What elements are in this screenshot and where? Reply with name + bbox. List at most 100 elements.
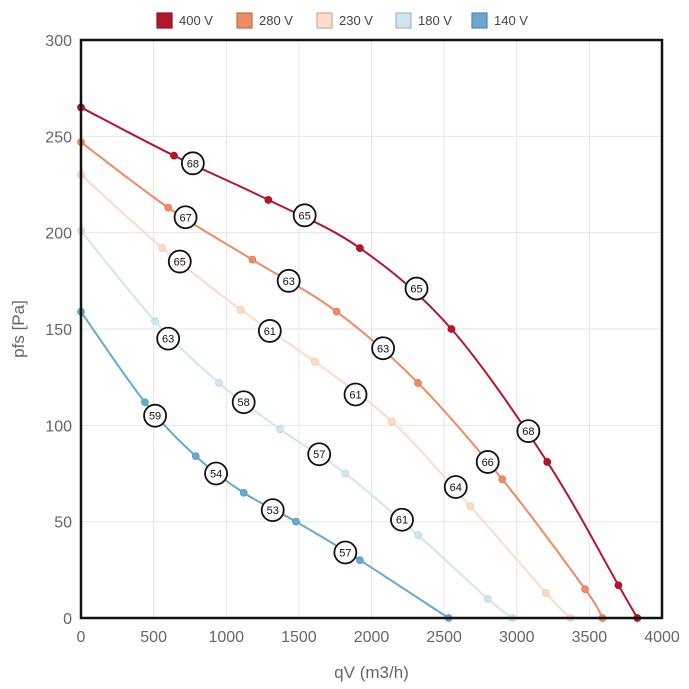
data-point[interactable] — [158, 244, 167, 252]
legend-item[interactable]: 280 V — [236, 12, 293, 29]
legend-label: 400 V — [179, 13, 213, 28]
data-point[interactable] — [170, 151, 178, 160]
bubble-circle — [167, 249, 192, 274]
bubble-circle — [173, 205, 198, 230]
data-point[interactable] — [292, 517, 300, 526]
noise-level-value: 63 — [377, 343, 389, 355]
data-point[interactable] — [355, 556, 364, 565]
bubble-circle — [390, 507, 414, 532]
noise-level-value: 65 — [174, 257, 186, 269]
y-tick-label: 0 — [63, 611, 72, 628]
noise-level-bubble: 63 — [371, 336, 396, 361]
noise-level-value: 63 — [162, 334, 174, 346]
x-tick-label: 3000 — [499, 629, 535, 646]
x-tick-label: 2500 — [426, 629, 462, 646]
bubble-circle — [204, 461, 228, 486]
bubble-circle — [307, 442, 332, 467]
data-point[interactable] — [483, 594, 492, 603]
legend-item[interactable]: 230 V — [316, 12, 373, 29]
noise-level-bubble: 65 — [167, 249, 192, 274]
noise-level-value: 63 — [283, 276, 295, 288]
bubble-circle — [516, 419, 541, 444]
legend-label: 180 V — [418, 13, 452, 28]
noise-level-bubble: 58 — [231, 390, 256, 415]
data-point[interactable] — [414, 379, 422, 387]
noise-level-value: 65 — [410, 284, 422, 296]
noise-level-value: 59 — [149, 411, 161, 423]
noise-level-bubble: 61 — [343, 382, 368, 407]
data-point[interactable] — [543, 458, 552, 466]
data-point[interactable] — [466, 502, 475, 511]
noise-level-bubble: 65 — [404, 276, 429, 301]
noise-level-value: 54 — [210, 469, 222, 481]
data-point[interactable] — [581, 585, 589, 593]
bubble-circle — [343, 382, 368, 407]
legend-swatch — [471, 12, 488, 29]
noise-level-value: 61 — [349, 390, 361, 402]
noise-level-value: 57 — [339, 547, 351, 559]
noise-level-bubble: 57 — [333, 540, 358, 565]
bubble-circle — [231, 390, 256, 415]
data-point[interactable] — [614, 581, 623, 590]
noise-level-value: 68 — [522, 426, 534, 438]
data-point[interactable] — [236, 305, 245, 314]
noise-level-value: 58 — [238, 397, 250, 409]
noise-level-bubble: 68 — [180, 151, 205, 176]
bubble-circle — [333, 540, 358, 565]
noise-level-bubble: 64 — [443, 475, 468, 499]
y-axis-title: pfs [Pa] — [9, 300, 28, 358]
bubble-circle — [371, 336, 396, 361]
data-point[interactable] — [414, 531, 422, 540]
data-point[interactable] — [164, 203, 173, 212]
noise-level-value: 53 — [267, 505, 279, 517]
data-point[interactable] — [151, 317, 159, 326]
legend-swatch — [395, 12, 412, 29]
data-points — [77, 103, 642, 622]
noise-level-value: 61 — [264, 326, 276, 338]
y-tick-label: 200 — [45, 226, 72, 243]
noise-level-value: 68 — [187, 158, 199, 170]
series-layer — [80, 106, 639, 619]
x-axis-title: qV (m3/h) — [334, 663, 409, 682]
data-point[interactable] — [141, 398, 149, 407]
noise-level-bubble: 65 — [292, 203, 317, 228]
data-point[interactable] — [239, 488, 248, 497]
legend[interactable]: 400 V 280 V 230 V 180 V 140 V — [156, 12, 528, 29]
data-point[interactable] — [332, 307, 341, 316]
legend-swatch — [156, 12, 173, 29]
legend-label: 140 V — [494, 13, 528, 28]
data-point[interactable] — [276, 425, 284, 434]
bubble-circle — [180, 151, 205, 176]
legend-item[interactable]: 140 V — [471, 12, 528, 29]
legend-item[interactable]: 180 V — [395, 12, 452, 29]
data-point[interactable] — [264, 196, 273, 204]
data-point[interactable] — [341, 469, 350, 478]
legend-swatch — [316, 12, 333, 29]
noise-level-bubble: 63 — [276, 268, 301, 293]
noise-level-bubble: 61 — [257, 319, 282, 343]
noise-level-value: 61 — [396, 515, 408, 527]
data-point[interactable] — [447, 325, 456, 333]
data-point[interactable] — [498, 475, 507, 484]
data-point[interactable] — [215, 379, 223, 387]
grid-lines — [80, 39, 663, 619]
x-tick-label: 500 — [140, 629, 167, 646]
data-point[interactable] — [310, 357, 319, 366]
data-point[interactable] — [355, 244, 364, 252]
noise-level-bubble: 67 — [173, 205, 198, 230]
series-line — [80, 174, 572, 619]
data-point[interactable] — [387, 417, 396, 426]
noise-level-bubble: 59 — [143, 403, 167, 428]
y-tick-label: 250 — [45, 129, 72, 146]
plot-frame — [79, 38, 664, 620]
legend-label: 230 V — [339, 13, 373, 28]
x-tick-label: 0 — [77, 629, 86, 646]
legend-item[interactable]: 400 V — [156, 12, 213, 29]
noise-level-bubble: 54 — [204, 461, 228, 486]
noise-level-value: 67 — [179, 212, 191, 224]
data-point[interactable] — [248, 255, 257, 264]
noise-level-value: 64 — [450, 482, 462, 494]
data-point[interactable] — [191, 452, 200, 461]
data-point[interactable] — [541, 589, 550, 597]
